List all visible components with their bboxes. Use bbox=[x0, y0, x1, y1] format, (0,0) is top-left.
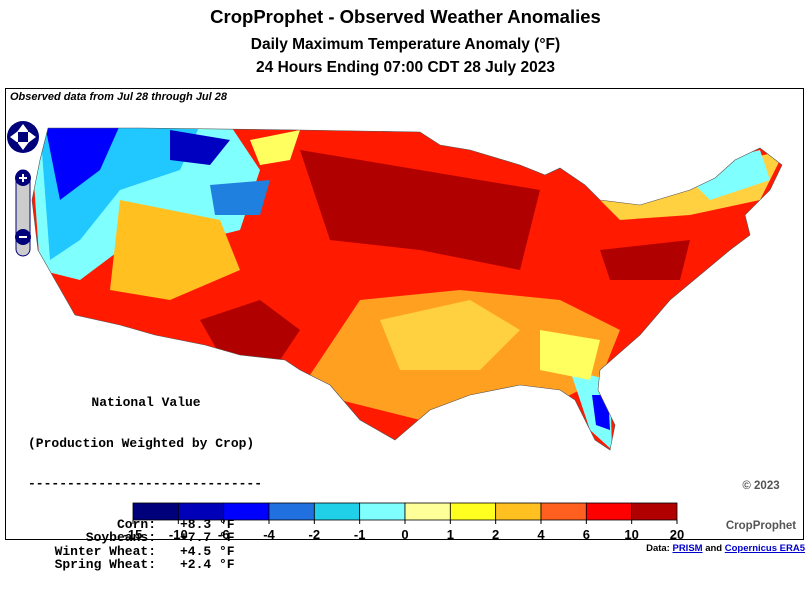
crop-value: +2.4 °F bbox=[180, 557, 235, 572]
national-row: Soybeans: +7.7 °F bbox=[28, 531, 264, 545]
copyright-owner: CropProphet bbox=[725, 520, 797, 532]
colorbar: -15 -10 -6 -4 -2 -1 0 1 2 4 6 10 20 bbox=[124, 502, 684, 542]
colorbar-label: 10 bbox=[624, 527, 638, 542]
colorbar-segment bbox=[313, 502, 361, 521]
era5-link[interactable]: Copernicus ERA5 bbox=[724, 543, 805, 554]
colorbar-label: -15 bbox=[124, 527, 143, 542]
map-note: Observed data from Jul 28 through Jul 28 bbox=[10, 91, 227, 103]
national-subheading: (Production Weighted by Crop) bbox=[28, 435, 255, 451]
national-rows: Corn: +8.3 °F Soybeans: +7.7 °F Winter Wheat… bbox=[28, 516, 264, 572]
us-outline bbox=[31, 127, 783, 451]
crop-value: +8.3 °F bbox=[180, 516, 235, 532]
colorbar-label: 4 bbox=[537, 527, 545, 542]
map-controls[interactable] bbox=[7, 121, 39, 257]
crop-name: Soybeans: bbox=[85, 530, 156, 545]
colorbar-label: -1 bbox=[354, 527, 366, 542]
copyright: © 2023 bbox=[742, 480, 780, 492]
crop-name: Winter Wheat: bbox=[54, 543, 156, 559]
colorbar-label: -4 bbox=[263, 527, 275, 542]
colorbar-segment bbox=[585, 502, 633, 521]
colorbar-segment bbox=[540, 502, 587, 521]
pan-control[interactable] bbox=[7, 121, 39, 153]
national-row: Corn: +8.3 °F bbox=[28, 516, 264, 532]
page: CropProphet - Observed Weather Anomalies… bbox=[5, 6, 805, 571]
title: CropProphet - Observed Weather Anomalies bbox=[210, 6, 601, 27]
colorbar-segment bbox=[631, 502, 678, 521]
period: 24 Hours Ending 07:00 CDT 28 July 2023 bbox=[256, 59, 555, 76]
national-heading: National Value bbox=[91, 395, 201, 410]
national-row: Winter Wheat: +4.5 °F bbox=[28, 543, 264, 559]
crop-value: +7.7 °F bbox=[180, 530, 235, 545]
credit-and: and bbox=[705, 543, 723, 554]
colorbar-segment bbox=[268, 502, 315, 521]
colorbar-label: -10 bbox=[169, 527, 188, 542]
colorbar-segment bbox=[495, 502, 542, 521]
map-frame bbox=[5, 88, 804, 540]
pan-arrows bbox=[10, 124, 36, 150]
prism-link[interactable]: PRISM bbox=[672, 543, 703, 554]
national-row: Spring Wheat: +2.4 °F bbox=[28, 558, 264, 572]
colorbar-label: 20 bbox=[670, 527, 684, 542]
map: -15 -10 -6 -4 -2 -1 0 1 2 4 6 10 20 bbox=[7, 121, 783, 542]
crop-value: +4.5 °F bbox=[180, 543, 235, 559]
national-values: National Value (Production Weighted by C… bbox=[28, 369, 264, 599]
crop-name: Spring Wheat: bbox=[54, 557, 156, 572]
national-rule: ------------------------------ bbox=[28, 476, 263, 491]
credit-label: Data: bbox=[646, 543, 670, 554]
colorbar-segment bbox=[404, 502, 451, 521]
crop-name: Corn: bbox=[116, 516, 156, 532]
colorbar-label: -2 bbox=[309, 527, 321, 542]
colorbar-label: 2 bbox=[492, 527, 499, 542]
zoom-in-icon bbox=[19, 174, 27, 182]
colorbar-label: 6 bbox=[583, 527, 590, 542]
colorbar-segment bbox=[359, 502, 406, 521]
colorbar-segment bbox=[449, 502, 497, 521]
colorbar-label: -6 bbox=[218, 527, 230, 542]
colorbar-label: 1 bbox=[447, 527, 454, 542]
colorbar-label: 0 bbox=[401, 527, 408, 542]
data-credit: Data: PRISM and Copernicus ERA5 bbox=[646, 543, 805, 554]
subtitle: Daily Maximum Temperature Anomaly (°F) bbox=[250, 36, 561, 53]
